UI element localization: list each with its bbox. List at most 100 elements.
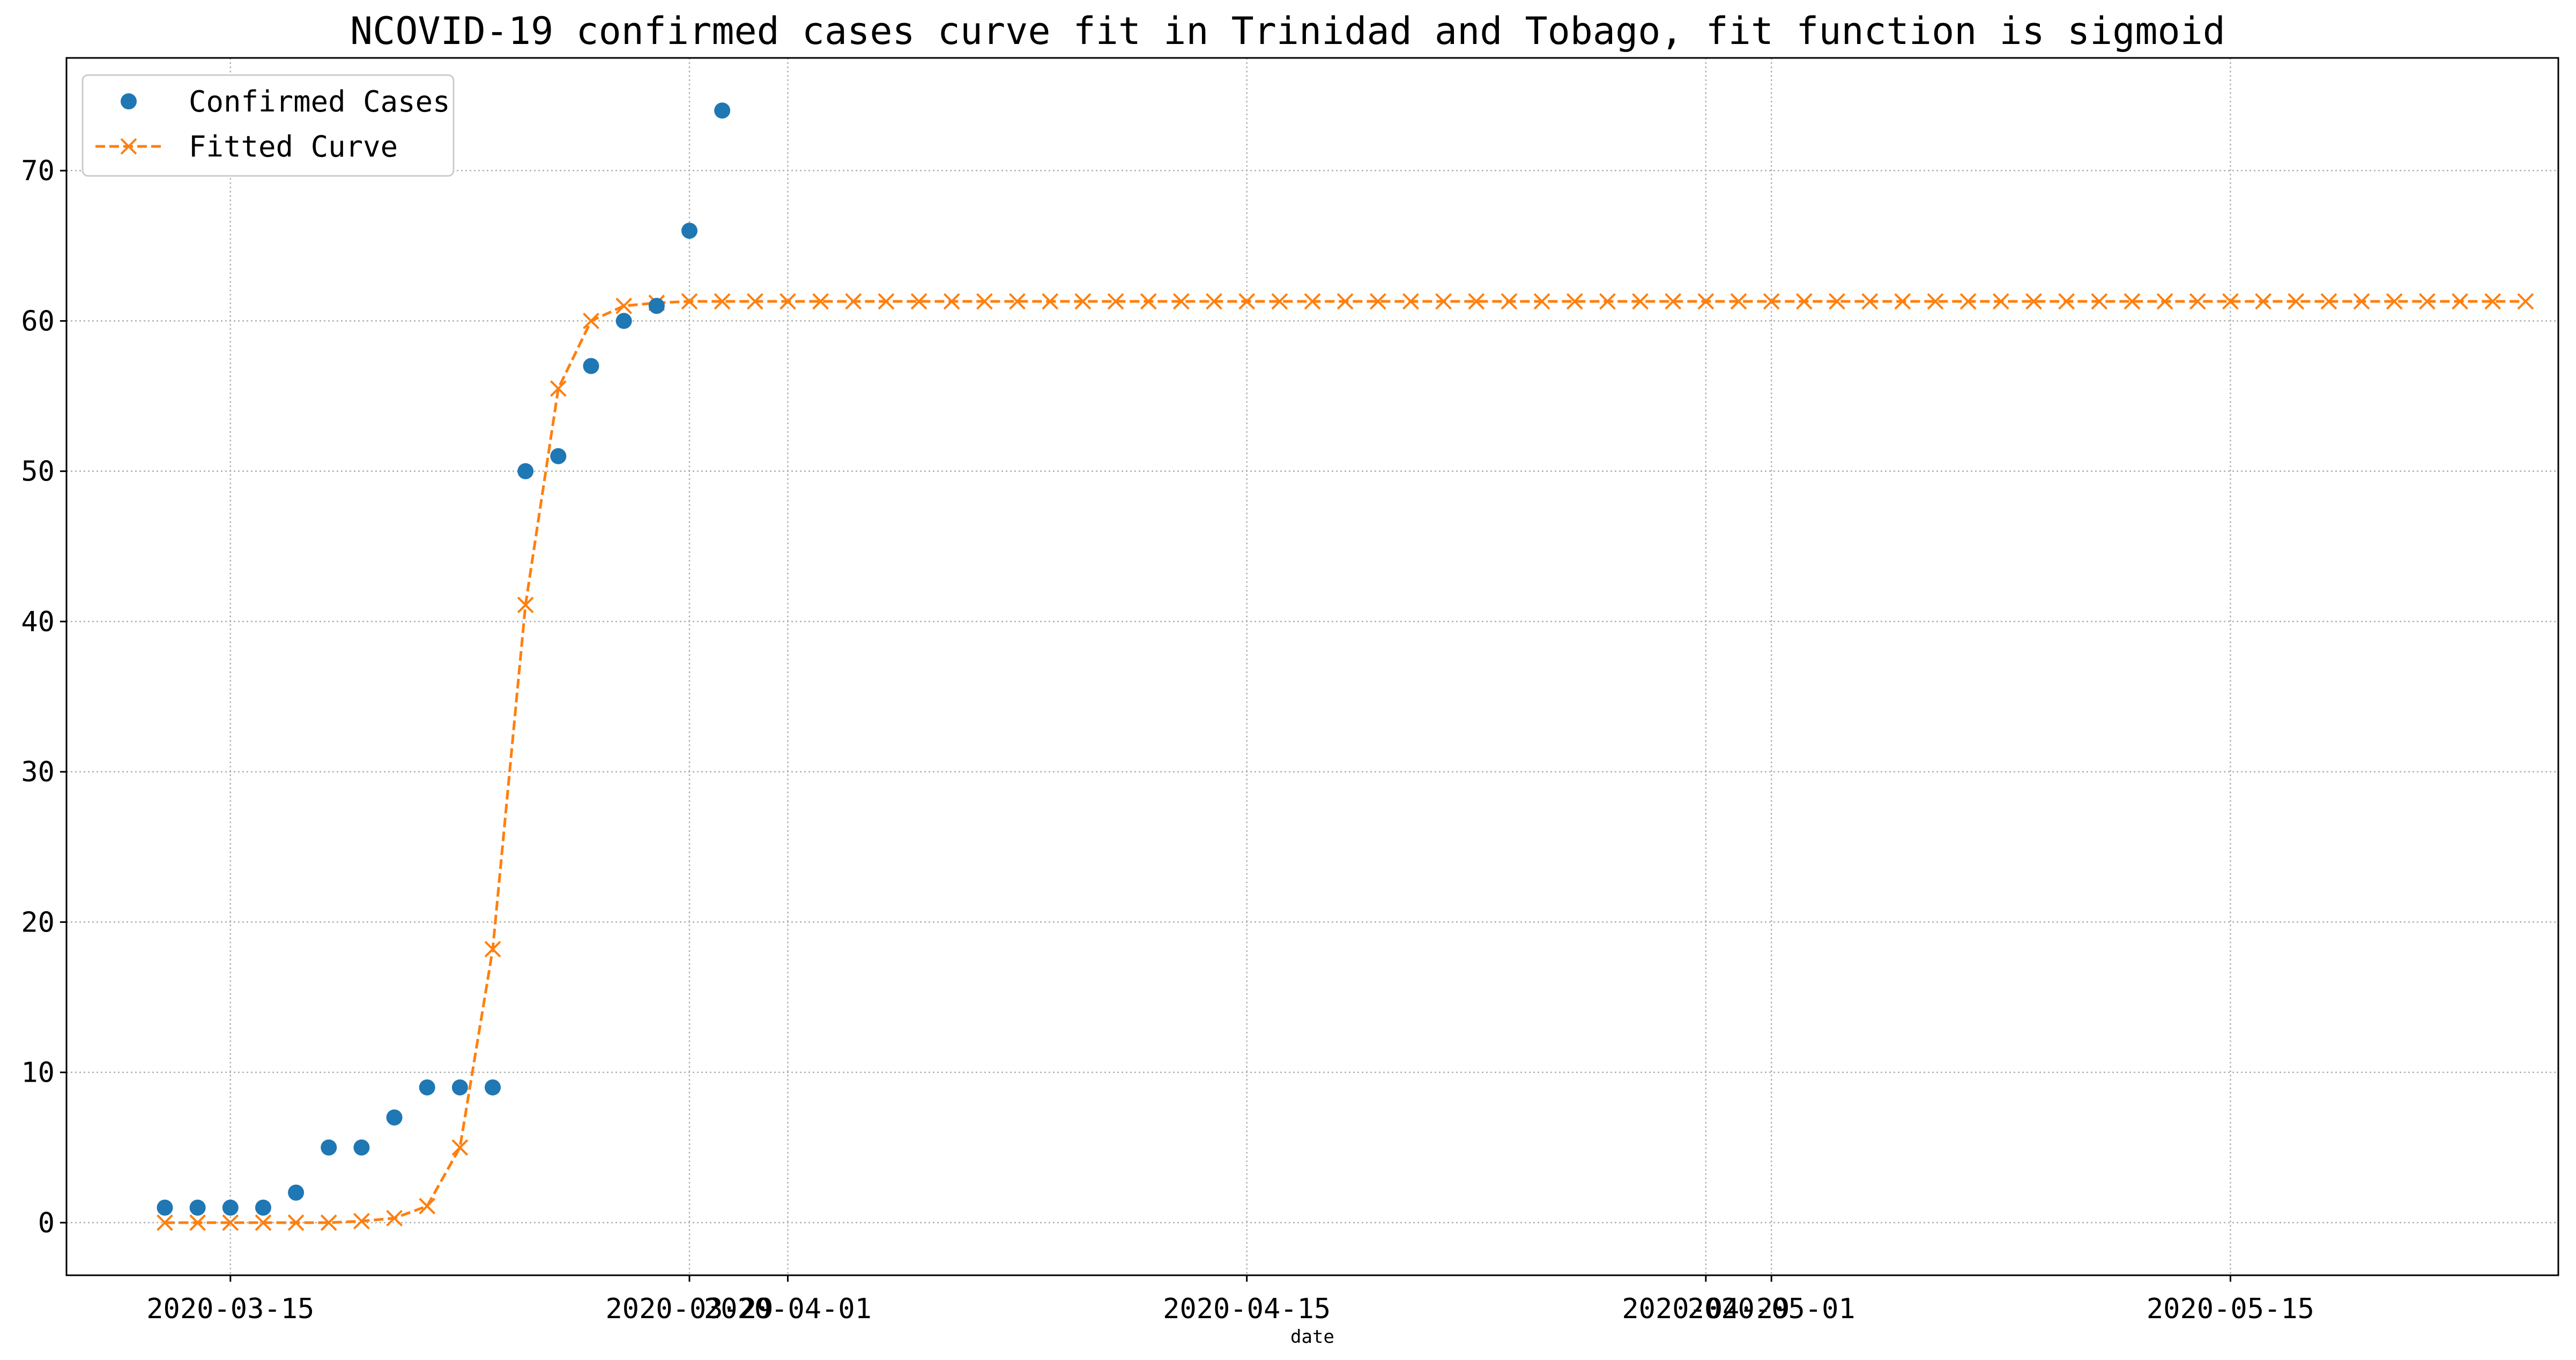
fitted-curve-marker bbox=[419, 1198, 436, 1215]
fitted-curve-marker bbox=[1206, 293, 1222, 310]
fitted-curve-marker bbox=[1402, 293, 1419, 310]
fitted-curve-marker bbox=[1435, 293, 1452, 310]
legend-box bbox=[81, 74, 455, 177]
fitted-curve-marker bbox=[1730, 293, 1747, 310]
confirmed-case-point bbox=[419, 1079, 435, 1096]
fitted-curve-marker bbox=[1238, 293, 1256, 310]
confirmed-case-point bbox=[321, 1139, 337, 1156]
legend-label-confirmed-cases: Confirmed Cases bbox=[189, 85, 450, 119]
fitted-curve-marker bbox=[2517, 293, 2534, 310]
fitted-curve-marker bbox=[2288, 293, 2305, 310]
confirmed-case-point bbox=[353, 1139, 370, 1156]
confirmed-case-point bbox=[550, 448, 567, 464]
fitted-curve-marker bbox=[2386, 293, 2403, 310]
fitted-curve-marker bbox=[615, 297, 633, 314]
confirmed-case-point bbox=[517, 463, 534, 479]
fitted-curve-marker bbox=[2353, 293, 2370, 310]
fitted-curve-marker bbox=[2156, 293, 2173, 310]
fitted-curve-marker bbox=[2255, 293, 2271, 310]
grid bbox=[66, 58, 2558, 1275]
fitted-curve-marker bbox=[1861, 293, 1879, 310]
confirmed-case-point bbox=[451, 1079, 468, 1096]
fitted-curve-marker bbox=[222, 1214, 239, 1231]
fitted-curve-marker bbox=[1107, 293, 1124, 310]
fitted-curve-marker bbox=[910, 293, 927, 310]
x-tick-label: 2020-04-15 bbox=[1163, 1293, 1331, 1325]
y-tick-label: 50 bbox=[21, 456, 55, 488]
confirmed-case-point bbox=[386, 1109, 403, 1126]
fitted-curve-marker bbox=[976, 293, 993, 310]
y-tick-label: 60 bbox=[21, 305, 55, 337]
confirmed-case-point bbox=[288, 1184, 305, 1201]
fitted-curve-marker bbox=[189, 1214, 206, 1231]
y-tick-label: 10 bbox=[21, 1057, 55, 1089]
fitted-curve-marker bbox=[746, 293, 763, 310]
fitted-curve-marker bbox=[2058, 293, 2075, 310]
fitted-curve-marker bbox=[386, 1210, 403, 1226]
y-tick-label: 0 bbox=[38, 1207, 55, 1239]
fitted-curve-marker bbox=[878, 293, 895, 310]
fitted-curve-marker bbox=[714, 293, 731, 310]
legend-label-fitted-curve: Fitted Curve bbox=[189, 130, 398, 164]
fitted-curve-marker bbox=[1140, 293, 1157, 310]
fitted-curve-marker bbox=[517, 596, 534, 614]
fitted-curve-marker bbox=[2320, 293, 2337, 310]
fitted-curve-marker bbox=[1632, 293, 1649, 310]
fitted-curve-marker bbox=[1271, 293, 1288, 310]
fitted-curve-marker bbox=[1829, 293, 1845, 310]
fitted-curve-marker bbox=[2452, 293, 2468, 310]
confirmed-case-point bbox=[157, 1199, 173, 1216]
fitted-curve-marker bbox=[2222, 293, 2239, 310]
fitted-curve-marker bbox=[451, 1139, 469, 1156]
fitted-curve-marker bbox=[1763, 293, 1780, 310]
x-tick-label: 2020-04-01 bbox=[704, 1293, 872, 1325]
fitted-curve-marker bbox=[1337, 293, 1354, 310]
fitted-curve-marker bbox=[1042, 293, 1059, 310]
fitted-curve-marker bbox=[780, 293, 796, 310]
fitted-curve-marker bbox=[1074, 293, 1092, 310]
confirmed-case-point bbox=[648, 298, 665, 314]
y-tick-label: 30 bbox=[21, 756, 55, 788]
fitted-curve-marker bbox=[2484, 293, 2501, 310]
fitted-curve-marker bbox=[2189, 293, 2206, 310]
legend-marker-fitted-curve bbox=[120, 138, 137, 155]
fitted-curve-marker bbox=[2418, 293, 2436, 310]
confirmed-case-point bbox=[485, 1079, 501, 1096]
plot-area-frame bbox=[65, 57, 2559, 1276]
x-axis-label: date bbox=[1290, 1326, 1334, 1348]
fitted-curve-marker bbox=[812, 293, 829, 310]
confirmed-case-point bbox=[681, 223, 697, 239]
fitted-curve-marker bbox=[681, 293, 698, 310]
fitted-curve-marker bbox=[1009, 293, 1026, 310]
fitted-curve-marker bbox=[1304, 293, 1321, 310]
fitted-curve-marker bbox=[583, 313, 599, 329]
y-tick-label: 40 bbox=[21, 606, 55, 638]
fitted-curve-marker bbox=[1697, 293, 1714, 310]
x-tick-label: 2020-05-15 bbox=[2147, 1293, 2314, 1325]
confirmed-case-point bbox=[583, 358, 599, 374]
fitted-curve-marker bbox=[1172, 293, 1190, 310]
legend-x-glyph bbox=[120, 138, 137, 155]
fitted-curve-marker bbox=[1566, 293, 1583, 310]
x-tick-label: 2020-05-01 bbox=[1688, 1293, 1855, 1325]
fitted-curve-marker bbox=[157, 1214, 173, 1231]
confirmed-case-point bbox=[714, 102, 731, 119]
confirmed-case-point bbox=[255, 1199, 271, 1216]
x-tick-label: 2020-03-29 bbox=[605, 1293, 773, 1325]
fitted-curve-marker bbox=[2124, 293, 2141, 310]
confirmed-case-point bbox=[222, 1199, 239, 1216]
fitted-curve-marker bbox=[1992, 293, 2009, 310]
fitted-curve-marker bbox=[2091, 293, 2108, 310]
fitted-curve-marker bbox=[845, 293, 862, 310]
x-tick-label: 2020-04-29 bbox=[1622, 1293, 1790, 1325]
confirmed-case-point bbox=[189, 1199, 206, 1216]
fitted-curve-marker bbox=[1533, 293, 1550, 310]
confirmed-case-point bbox=[615, 313, 632, 329]
fitted-curve-marker bbox=[1665, 293, 1682, 310]
chart-title: NCOVID-19 confirmed cases curve fit in T… bbox=[350, 9, 2225, 53]
fitted-curve-marker bbox=[255, 1214, 272, 1231]
fitted-curve-marker bbox=[943, 293, 960, 310]
fitted-curve-marker bbox=[1795, 293, 1813, 310]
y-tick-label: 20 bbox=[21, 906, 55, 938]
fitted-curve-marker bbox=[2025, 293, 2042, 310]
